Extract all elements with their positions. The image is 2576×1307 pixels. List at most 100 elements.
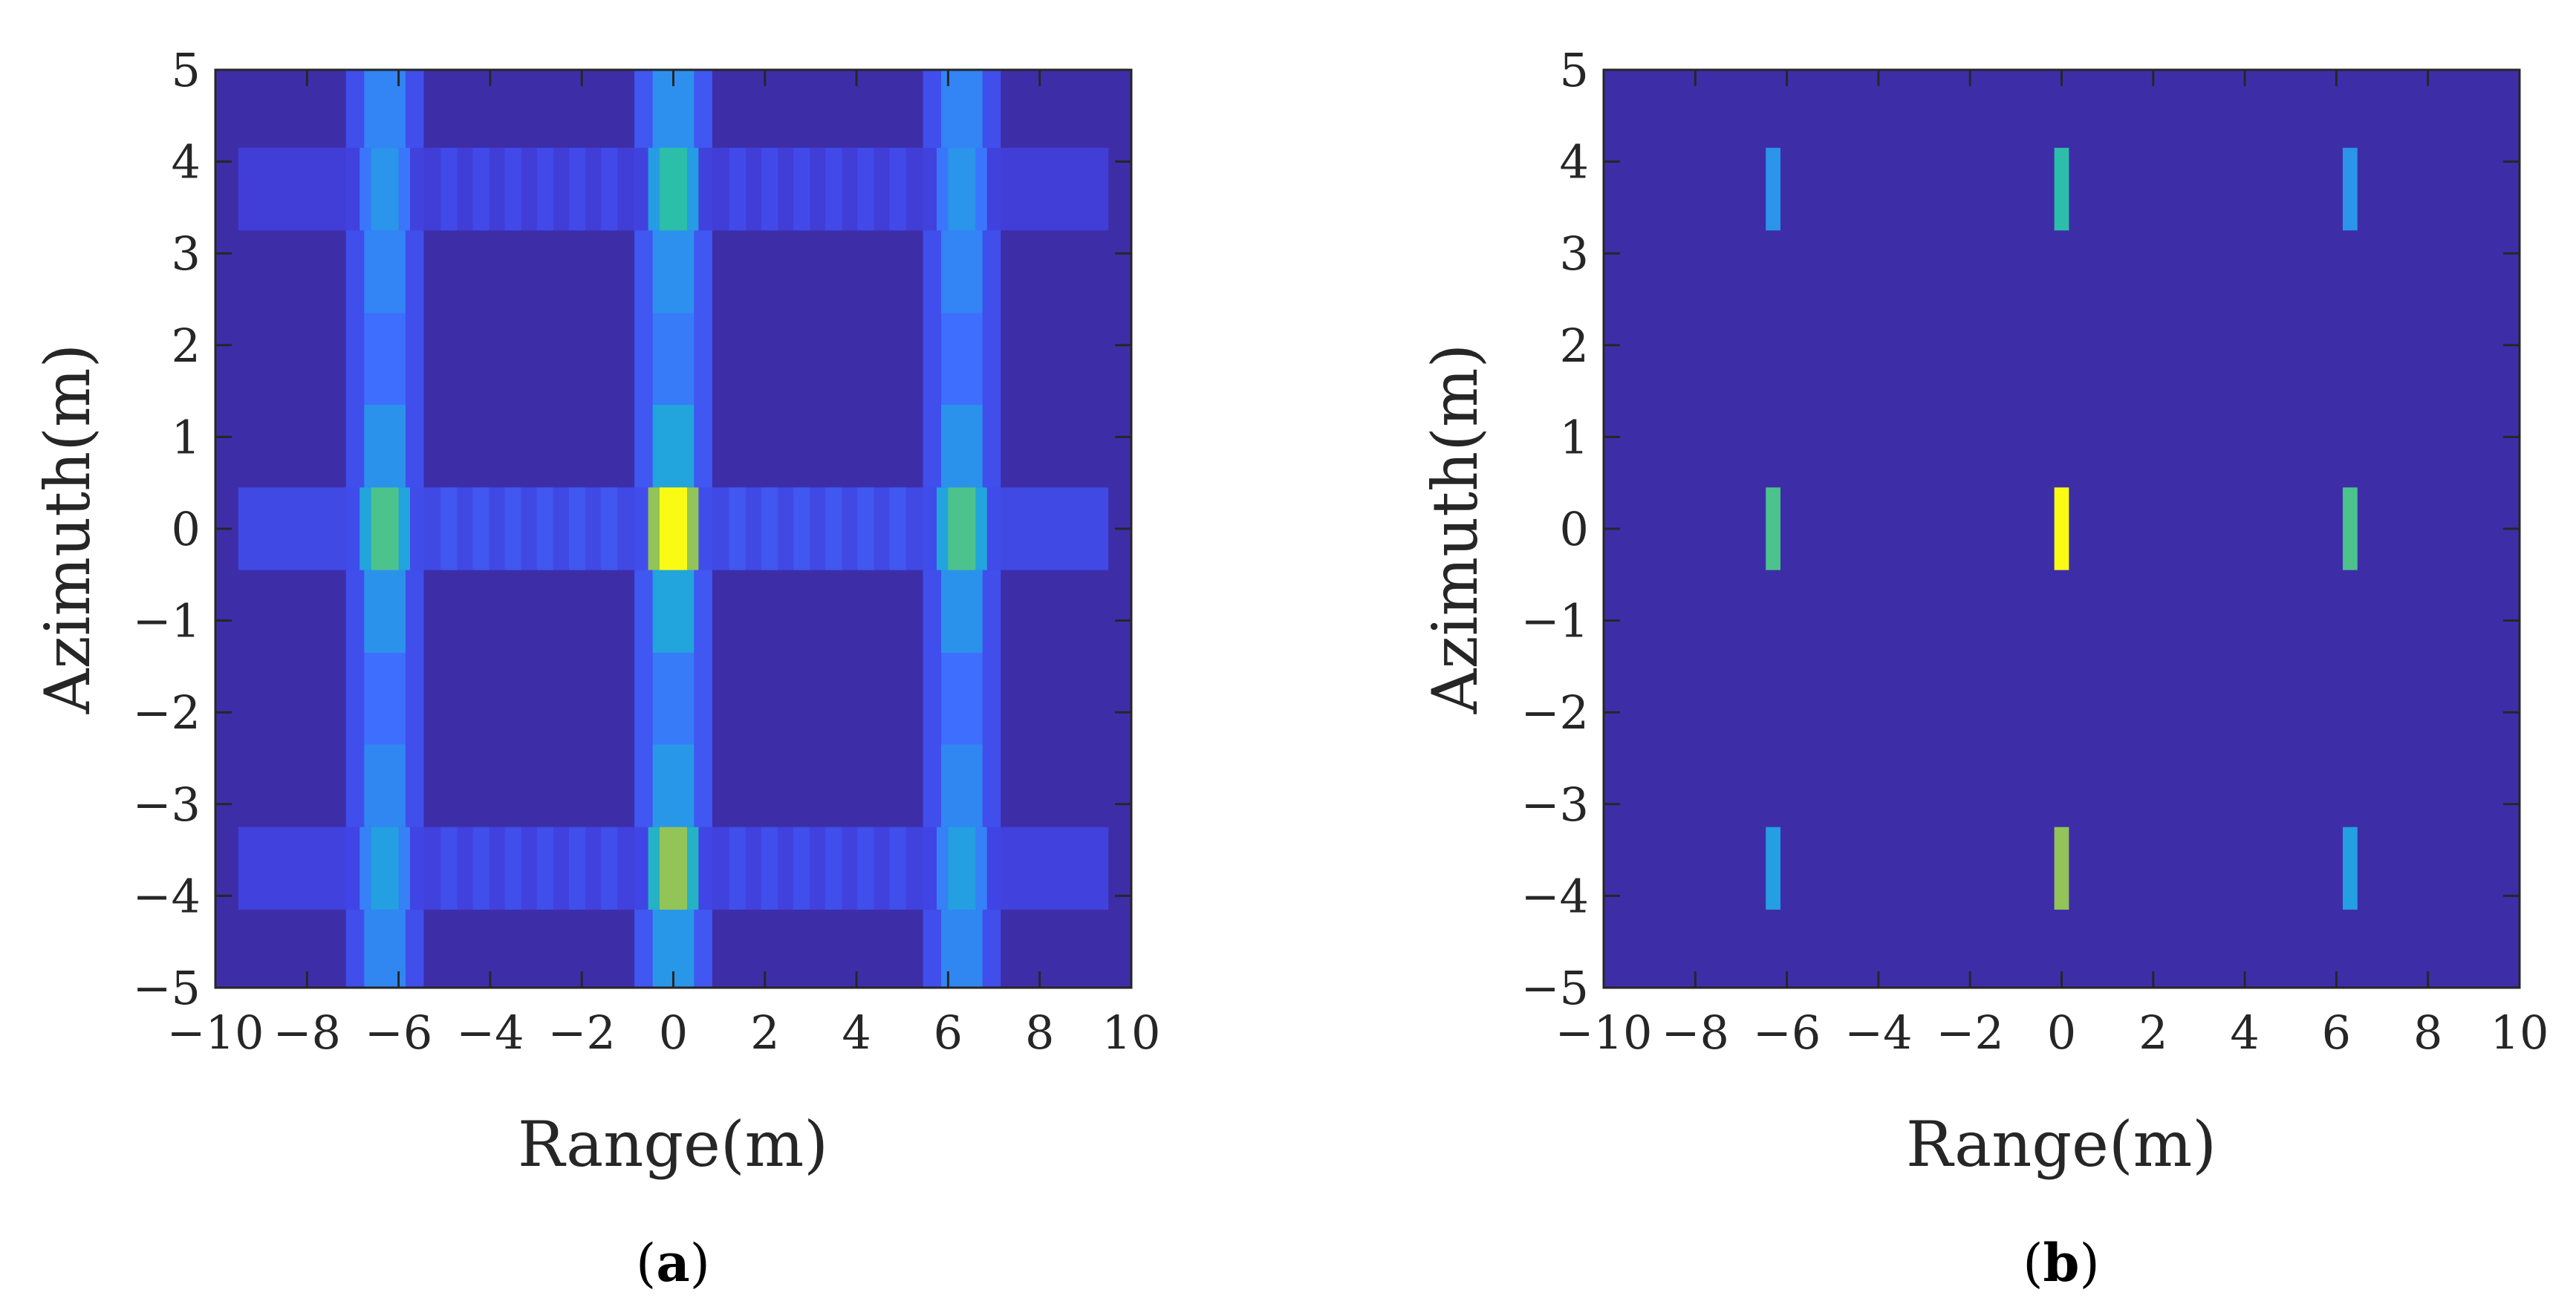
panel-b-y-tick-label: 5	[1560, 43, 1589, 97]
panel-a-azimuth-lobe	[652, 405, 695, 488]
panel-a-sidelobe-stripe	[857, 487, 874, 570]
panel-b-x-tick-label: 10	[2491, 1005, 2549, 1060]
panel-a-y-tick-label: −5	[133, 961, 201, 1015]
panel-a-azimuth-lobe	[652, 570, 695, 653]
panel-b-y-tick-label: −4	[1521, 869, 1589, 923]
panel-a-sidelobe-stripe	[825, 487, 842, 570]
panel-a-sidelobe-stripe	[729, 827, 746, 910]
panel-a-x-tick-label: −8	[273, 1005, 341, 1060]
panel-b-x-tick-label: 2	[2138, 1005, 2167, 1060]
panel-a-target-peak	[660, 827, 687, 910]
panel-a-x-tick-label: −2	[547, 1005, 615, 1060]
panel-a-azimuth-lobe	[364, 405, 406, 488]
panel-a-target-peak	[371, 148, 399, 231]
panel-a-azimuth-lobe	[941, 230, 983, 313]
panel-b-y-axis-title: Azimuth(m)	[1419, 344, 1492, 715]
panel-b-caption-letter: b	[2043, 1232, 2080, 1294]
panel-a-azimuth-lobe	[941, 570, 983, 653]
panel-a-sidelobe-stripe	[729, 487, 746, 570]
panel-a-y-tick-label: 0	[172, 502, 201, 556]
panel-a-x-tick-label: 4	[842, 1005, 871, 1060]
panel-a-sidelobe-stripe	[761, 148, 778, 231]
panel-a-y-tick-label: 3	[172, 226, 201, 281]
panel-a-caption: (a)	[636, 1232, 710, 1294]
panel-a-sidelobe-stripe	[601, 827, 618, 910]
panel-a-target-peak	[371, 827, 399, 910]
panel-a-y-tick-label: −3	[133, 778, 201, 832]
panel-a-sidelobe-stripe	[793, 487, 810, 570]
panel-a-y-tick-label: −4	[133, 869, 201, 923]
panel-a-x-axis-title: Range(m)	[518, 1108, 828, 1181]
panel-a-y-tick-label: 5	[172, 43, 201, 97]
panel-a-x-tick-label: 6	[934, 1005, 963, 1060]
panel-b-target-peak	[2054, 148, 2069, 231]
panel-a-sidelobe-stripe	[857, 827, 874, 910]
panel-a-sidelobe-stripe	[889, 487, 906, 570]
panel-b-target-peak	[2054, 487, 2069, 570]
panel-a-sidelobe-stripe	[472, 827, 489, 910]
panel-a-sidelobe-stripe	[601, 148, 618, 231]
panel-b-plot-area	[1602, 68, 2521, 989]
panel-b-target-peak	[1766, 827, 1780, 910]
panel-a-azimuth-lobe	[364, 744, 406, 827]
panel-a-azimuth-lobe	[652, 744, 695, 827]
panel-a-x-tick-label: 2	[750, 1005, 779, 1060]
panel-b-y-tick-label: 3	[1560, 226, 1589, 281]
panel-a-sidelobe-stripe	[729, 148, 746, 231]
panel-b-x-tick-label: −4	[1844, 1005, 1912, 1060]
panel-a-azimuth-lobe	[941, 744, 983, 827]
panel-b-x-tick-label: −2	[1936, 1005, 2003, 1060]
panel-a-azimuth-lobe	[941, 405, 983, 488]
panel-a-azimuth-lobe	[364, 230, 406, 313]
panel-a-sidelobe-stripe	[889, 148, 906, 231]
panel-a-y-tick-label: 2	[172, 319, 201, 373]
panel-a-sidelobe-stripe	[601, 487, 618, 570]
panel-b-x-tick-label: 0	[2047, 1005, 2076, 1060]
panel-b-x-axis-title: Range(m)	[1906, 1108, 2216, 1181]
panel-b-y-tick-label: −3	[1521, 778, 1589, 832]
panel-b-x-tick-label: −8	[1662, 1005, 1729, 1060]
panel-b-y-tick-label: 4	[1560, 135, 1589, 189]
panel-a-y-tick-label: −2	[133, 685, 201, 740]
panel-a-target-peak	[948, 148, 976, 231]
panel-a-y-tick-label: 4	[172, 135, 201, 189]
panel-b-target-peak	[2343, 148, 2358, 231]
panel-a-y-tick-label: 1	[172, 410, 201, 464]
panel-a-sidelobe-stripe	[472, 148, 489, 231]
panel-a-sidelobe-stripe	[825, 827, 842, 910]
panel-a-sidelobe-stripe	[472, 487, 489, 570]
panel-b-x-tick-label: 8	[2413, 1005, 2442, 1060]
panel-a-x-tick-label: −10	[167, 1005, 264, 1060]
panel-a-x-tick-label: 10	[1102, 1005, 1161, 1060]
panel-a-x-tick-label: 0	[659, 1005, 688, 1060]
panel-a-x-tick-label: 8	[1025, 1005, 1054, 1060]
panel-a-sidelobe-stripe	[536, 148, 553, 231]
panel-b-x-tick-label: −10	[1555, 1005, 1653, 1060]
panel-a-sidelobe-stripe	[504, 827, 521, 910]
panel-a-caption-letter: a	[656, 1232, 689, 1294]
panel-b-target-peak	[1766, 148, 1780, 231]
panel-b-target-peak	[2343, 827, 2358, 910]
panel-b-target-peak	[1766, 487, 1780, 570]
panel-a-sidelobe-stripe	[440, 148, 458, 231]
panel-b-y-tick-label: −1	[1521, 594, 1589, 648]
panel-a-sidelobe-stripe	[568, 827, 586, 910]
panel-a-y-tick-label: −1	[133, 594, 201, 648]
panel-a-sidelobe-stripe	[761, 487, 778, 570]
panel-b-y-tick-label: −5	[1521, 961, 1589, 1015]
panel-b-target-peak	[2343, 487, 2358, 570]
panel-a-sidelobe-stripe	[504, 148, 521, 231]
panel-b-y-tick-label: 2	[1560, 319, 1589, 373]
panel-a-sidelobe-stripe	[793, 827, 810, 910]
panel-a-target-peak	[371, 487, 399, 570]
panel-a-sidelobe-stripe	[536, 487, 553, 570]
panel-a-sidelobe-stripe	[761, 827, 778, 910]
panel-a-target-peak	[948, 827, 976, 910]
panel-b-y-tick-label: 0	[1560, 502, 1589, 556]
panel-b-y-tick-label: −2	[1521, 685, 1589, 740]
